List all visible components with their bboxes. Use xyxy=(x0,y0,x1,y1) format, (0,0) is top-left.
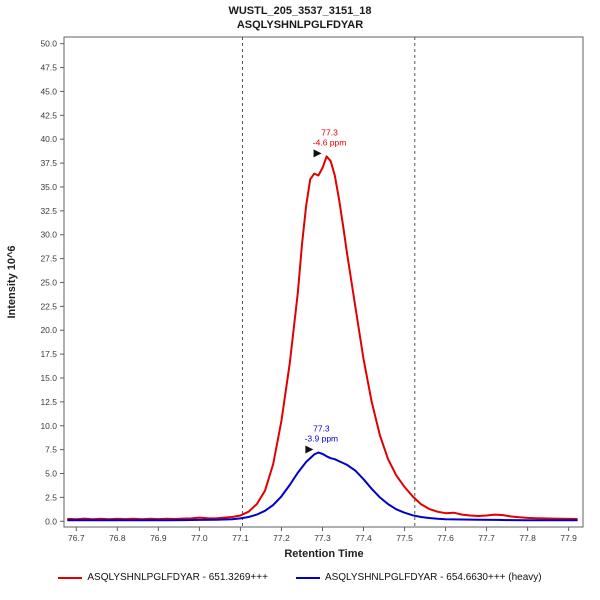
peak-pointer-icon xyxy=(313,149,322,158)
y-tick-label: 25.0 xyxy=(40,277,57,287)
chart-legend: ASQLYSHNLPGLFDYAR - 651.3269+++ ASQLYSHN… xyxy=(0,572,600,583)
x-tick-label: 77.9 xyxy=(560,533,577,543)
y-tick-label: 5.0 xyxy=(45,469,57,479)
y-tick-label: 17.5 xyxy=(40,349,57,359)
x-tick-label: 77.1 xyxy=(232,533,249,543)
x-tick-label: 76.8 xyxy=(109,533,126,543)
y-tick-label: 40.0 xyxy=(40,134,57,144)
chart-title-block: WUSTL_205_3537_3151_18 ASQLYSHNLPGLFDYAR xyxy=(0,4,600,32)
legend-line-red-icon xyxy=(58,576,83,579)
legend-line-blue-icon xyxy=(295,576,320,579)
x-axis-label: Retention Time xyxy=(284,548,363,560)
y-tick-label: 12.5 xyxy=(40,397,57,407)
y-tick-label: 30.0 xyxy=(40,230,57,240)
peak-ppm-label: -3.9 ppm xyxy=(305,433,339,443)
y-tick-label: 20.0 xyxy=(40,325,57,335)
chart-title: WUSTL_205_3537_3151_18 xyxy=(228,5,372,17)
x-tick-label: 77.7 xyxy=(478,533,495,543)
y-tick-label: 45.0 xyxy=(40,86,57,96)
peak-ppm-label: -4.6 ppm xyxy=(313,137,347,147)
y-tick-label: 37.5 xyxy=(40,158,57,168)
y-tick-label: 15.0 xyxy=(40,373,57,383)
x-tick-label: 77.8 xyxy=(519,533,536,543)
peak-rt-label: 77.3 xyxy=(321,127,338,137)
y-axis-label: Intensity 10^6 xyxy=(6,245,18,318)
legend-item-light: ASQLYSHNLPGLFDYAR - 651.3269+++ xyxy=(58,572,268,583)
peak-rt-label: 77.3 xyxy=(313,423,330,433)
y-tick-label: 2.5 xyxy=(45,492,57,502)
x-tick-label: 77.6 xyxy=(437,533,454,543)
legend-item-heavy: ASQLYSHNLPGLFDYAR - 654.6630+++ (heavy) xyxy=(295,572,542,583)
series-trace-heavy[interactable] xyxy=(67,451,578,522)
y-tick-label: 50.0 xyxy=(40,39,57,49)
y-tick-label: 32.5 xyxy=(40,206,57,216)
legend-label-heavy: ASQLYSHNLPGLFDYAR - 654.6630+++ (heavy) xyxy=(324,572,542,583)
legend-label-light: ASQLYSHNLPGLFDYAR - 651.3269+++ xyxy=(87,572,268,583)
y-tick-label: 42.5 xyxy=(40,110,57,120)
y-tick-label: 22.5 xyxy=(40,301,57,311)
peak-pointer-icon xyxy=(305,445,314,454)
y-tick-label: 27.5 xyxy=(40,254,57,264)
x-tick-label: 77.3 xyxy=(314,533,331,543)
chromatogram-plot[interactable]: 76.7 76.8 76.9 77.0 77.1 77.2 77.3 77.4 77.5 77.6… xyxy=(0,0,600,565)
y-tick-label: 35.0 xyxy=(40,182,57,192)
x-tick-label: 77.4 xyxy=(355,533,372,543)
y-tick-label: 7.5 xyxy=(45,445,57,455)
x-tick-label: 77.0 xyxy=(191,533,208,543)
x-tick-label: 77.2 xyxy=(273,533,290,543)
y-tick-label: 47.5 xyxy=(40,63,57,73)
x-tick-label: 76.7 xyxy=(68,533,85,543)
x-tick-label: 76.9 xyxy=(150,533,167,543)
y-tick-label: 0.0 xyxy=(45,516,57,526)
peptide-sequence-title: ASQLYSHNLPGLFDYAR xyxy=(236,19,364,31)
y-tick-label: 10.0 xyxy=(40,421,57,431)
series-trace-light[interactable] xyxy=(67,155,578,521)
x-tick-label: 77.5 xyxy=(396,533,413,543)
